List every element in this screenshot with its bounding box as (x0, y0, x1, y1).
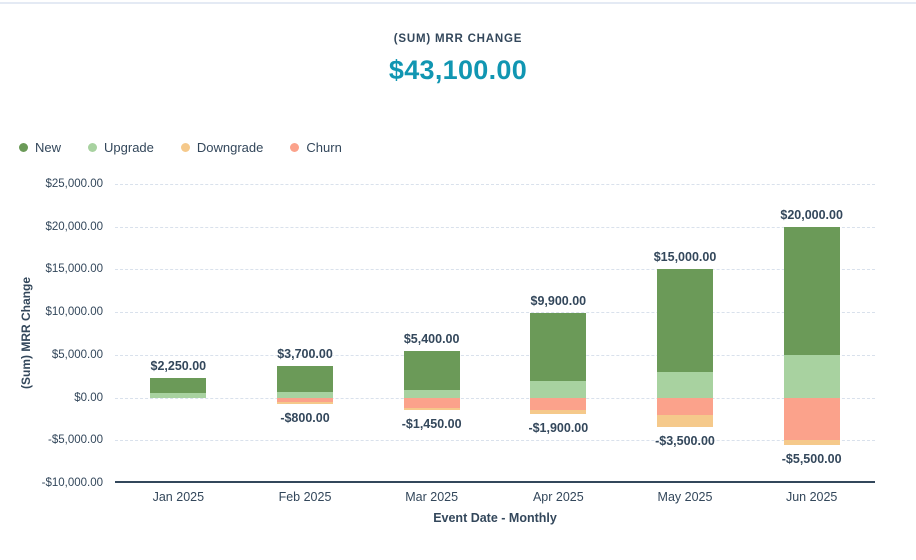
legend-dot-icon (180, 143, 190, 152)
report-total-value: $43,100.00 (388, 55, 528, 85)
legend-label: Churn (306, 140, 342, 155)
bar-positive-label: $15,000.00 (653, 250, 717, 265)
bar-segment-new[interactable] (277, 365, 333, 392)
x-tick-label: Jun 2025 (785, 490, 838, 504)
y-tick-label: $10,000.00 (45, 306, 103, 319)
report-header: (SUM) MRR CHANGE $43,100.00 (0, 33, 916, 86)
bar-positive-stack (403, 351, 460, 398)
legend-dot-icon (290, 143, 300, 152)
bar-segment-new[interactable] (657, 269, 713, 372)
bar-segment-downgrade[interactable] (403, 407, 460, 410)
y-axis-tick-labels: $25,000.00 $20,000.00 $15,000.00 $10,000.00… (0, 178, 103, 489)
bar-positive-label: $20,000.00 (780, 207, 843, 222)
bar-segment-upgrade[interactable] (403, 389, 460, 398)
bar-segment-churn[interactable] (530, 397, 587, 411)
bar-positive-label: $3,700.00 (277, 346, 333, 361)
bar-negative-label: -$5,500.00 (781, 451, 842, 466)
bar-segment-churn[interactable] (657, 397, 713, 415)
chart-legend: New Upgrade Downgrade Churn (19, 140, 342, 155)
bar-segment-new[interactable] (530, 312, 587, 382)
x-axis-title: Event Date - Monthly (433, 511, 557, 525)
legend-label: Downgrade (196, 140, 264, 155)
bar-negative-stack (403, 397, 460, 410)
bar-segment-churn[interactable] (403, 397, 460, 408)
bar-positive-stack (277, 365, 333, 398)
bar-segment-upgrade[interactable] (530, 381, 587, 398)
y-tick-label: $20,000.00 (45, 220, 103, 233)
gridline (115, 397, 875, 399)
gridline (115, 184, 875, 185)
x-tick-label: May 2025 (657, 490, 713, 504)
bar-positive-stack (530, 312, 587, 398)
x-tick-label: Feb 2025 (278, 490, 332, 504)
bar-segment-new[interactable] (783, 226, 840, 355)
gridline (115, 440, 875, 442)
panel-top-border (0, 2, 916, 4)
bar-segment-upgrade[interactable] (783, 354, 840, 398)
bar-negative-stack (277, 397, 333, 405)
bar-segment-upgrade[interactable] (657, 371, 713, 398)
bar-positive-label: $9,900.00 (530, 293, 587, 308)
legend-dot-icon (88, 143, 98, 152)
x-tick-label: Apr 2025 (532, 490, 584, 504)
bar-segment-downgrade[interactable] (277, 401, 333, 405)
legend-item-downgrade[interactable]: Downgrade (180, 140, 264, 155)
y-tick-label: $0.00 (74, 391, 103, 404)
bar-segment-downgrade[interactable] (530, 410, 587, 414)
y-tick-label: $15,000.00 (45, 263, 103, 276)
report-title: (SUM) MRR CHANGE (393, 33, 523, 45)
bar-positive-stack (657, 269, 713, 398)
y-tick-label: -$5,000.00 (48, 434, 103, 447)
bar-negative-label: -$1,450.00 (401, 416, 462, 431)
bar-negative-label: -$1,900.00 (528, 420, 589, 435)
bar-segment-churn[interactable] (783, 397, 840, 441)
gridline (115, 226, 875, 228)
y-tick-label: $5,000.00 (51, 348, 103, 361)
y-tick-label: $25,000.00 (45, 178, 103, 190)
gridline (115, 269, 875, 271)
plot-area: $2,250.00 $3,700.00 -$800.00 $5,400.00 -$1,4… (115, 184, 875, 483)
y-tick-label: -$10,000.00 (41, 477, 103, 489)
bar-negative-stack (657, 397, 713, 428)
bar-segment-downgrade[interactable] (657, 414, 713, 428)
bar-segment-churn[interactable] (277, 397, 333, 402)
bar-positive-stack (150, 378, 207, 398)
x-axis-tick-labels: Jan 2025 Feb 2025 Mar 2025 Apr 2025 May 2025… (115, 490, 875, 506)
legend-item-new[interactable]: New (19, 140, 61, 155)
bar-segment-new[interactable] (150, 378, 207, 394)
bar-positive-label: $2,250.00 (150, 359, 207, 374)
legend-item-upgrade[interactable]: Upgrade (88, 140, 154, 155)
gridline (115, 354, 875, 356)
bar-segment-downgrade[interactable] (783, 440, 840, 445)
bar-positive-label: $5,400.00 (403, 332, 460, 347)
bar-segment-upgrade[interactable] (277, 391, 333, 398)
legend-dot-icon (19, 143, 28, 152)
bar-segment-new[interactable] (403, 351, 460, 390)
bar-negative-label: -$800.00 (280, 411, 330, 426)
bar-negative-stack (530, 397, 587, 414)
legend-item-churn[interactable]: Churn (290, 140, 342, 155)
legend-label: New (35, 140, 62, 155)
x-tick-label: Jan 2025 (152, 490, 205, 504)
bar-positive-stack (783, 226, 840, 398)
bar-negative-label: -$3,500.00 (655, 434, 715, 449)
bar-segment-upgrade[interactable] (150, 393, 207, 398)
gridline (115, 312, 875, 314)
bar-negative-stack (783, 397, 840, 445)
x-tick-label: Mar 2025 (405, 490, 459, 504)
legend-label: Upgrade (104, 140, 154, 155)
